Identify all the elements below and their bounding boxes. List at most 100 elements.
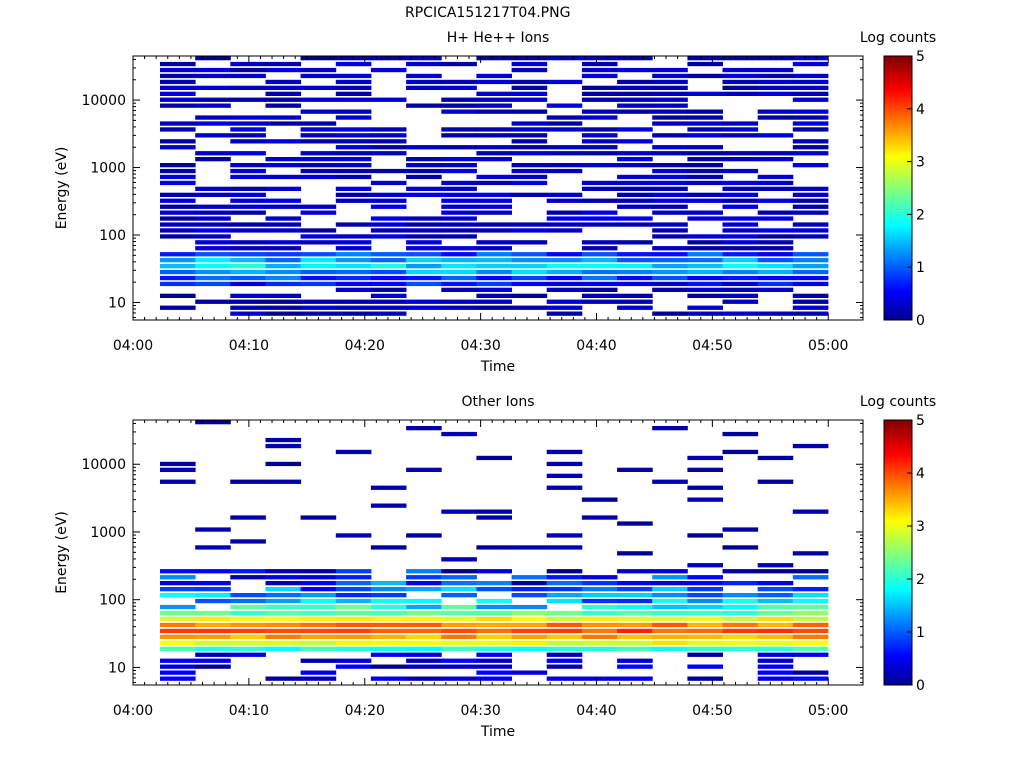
heatmap-cell — [722, 264, 759, 269]
heatmap-cell — [722, 67, 759, 73]
heatmap-cell — [652, 234, 688, 239]
heatmap-cell — [652, 640, 688, 645]
heatmap-cell — [687, 275, 723, 281]
heatmap-cell — [757, 180, 794, 186]
heatmap-cell — [546, 103, 583, 108]
heatmap-cell — [722, 258, 759, 263]
heatmap-cell — [687, 485, 723, 490]
heatmap-cell — [335, 246, 372, 251]
heatmap-cell — [687, 115, 723, 120]
heatmap-cell — [546, 616, 583, 622]
heatmap-cell — [722, 610, 759, 616]
heatmap-cell — [476, 180, 512, 186]
heatmap-cell — [687, 455, 723, 461]
heatmap-cell — [370, 305, 407, 310]
heatmap-cell — [476, 610, 512, 616]
heatmap-cell — [757, 151, 794, 156]
x-tick-label: 04:00 — [113, 338, 153, 354]
heatmap-cell — [476, 109, 512, 114]
heatmap-cell — [792, 443, 829, 449]
heatmap-cell — [441, 109, 477, 114]
heatmap-cell — [687, 598, 723, 604]
heatmap-cell — [441, 97, 477, 102]
heatmap-cell — [230, 515, 266, 520]
heatmap-cell — [476, 545, 512, 550]
heatmap-cell — [511, 192, 548, 197]
heatmap-cell — [160, 587, 196, 592]
heatmap-cell — [300, 622, 337, 628]
heatmap-cell — [511, 604, 548, 610]
heatmap-cell — [652, 109, 688, 114]
panel-other-ions: Other Ions 04:00 04:10 04:20 04:30 04:40 04:50… — [54, 394, 936, 740]
heatmap-cell — [335, 252, 372, 257]
heatmap-cell — [300, 228, 337, 233]
heatmap-cell — [757, 569, 794, 574]
heatmap-cell — [230, 593, 266, 598]
heatmap-cell — [511, 180, 548, 186]
heatmap-cell — [406, 240, 442, 245]
heatmap-cell — [511, 79, 548, 85]
heatmap-cell — [441, 79, 477, 85]
x-tick-label: 04:20 — [345, 703, 385, 719]
heatmap-cell — [617, 67, 653, 73]
heatmap-cell — [546, 299, 583, 304]
heatmap-cell — [617, 97, 653, 102]
heatmap-cell — [617, 281, 653, 287]
heatmap-cell — [792, 610, 829, 616]
heatmap-cell — [406, 587, 442, 592]
heatmap-cell — [652, 598, 688, 604]
heatmap-cell — [230, 133, 266, 138]
heatmap-cell — [511, 109, 548, 114]
heatmap-cell — [370, 299, 407, 304]
heatmap-cell — [300, 67, 337, 73]
heatmap-cell — [757, 73, 794, 79]
heatmap-cell — [160, 97, 196, 102]
heatmap-cell — [441, 299, 477, 304]
heatmap-cell — [792, 163, 829, 168]
heatmap-cell — [652, 222, 688, 227]
heatmap-cell — [511, 139, 548, 144]
heatmap-cell — [546, 640, 583, 645]
x-tick-label: 04:10 — [229, 703, 269, 719]
heatmap-cell — [370, 145, 407, 150]
heatmap-cell — [652, 593, 688, 598]
heatmap-cell — [441, 622, 477, 628]
heatmap-cell — [546, 222, 583, 227]
colorbar-tick-label: 3 — [916, 155, 925, 171]
heatmap-cell — [687, 563, 723, 568]
heatmap-cell — [370, 228, 407, 233]
heatmap-cell — [230, 604, 266, 610]
heatmap-cell — [617, 127, 653, 132]
heatmap-cell — [511, 581, 548, 586]
heatmap-cell — [265, 85, 302, 90]
heatmap-cell — [722, 151, 759, 156]
heatmap-cell — [476, 174, 512, 180]
colorbar-tick-label: 1 — [916, 625, 925, 641]
heatmap-cell — [617, 109, 653, 114]
heatmap-cell — [370, 604, 407, 610]
heatmap-cell — [335, 186, 372, 191]
heatmap-cell — [757, 56, 794, 61]
heatmap-cell — [722, 186, 759, 191]
heatmap-cell — [300, 616, 337, 622]
heatmap-cell — [511, 121, 548, 126]
colorbar-tick-label: 4 — [916, 466, 925, 482]
heatmap-cell — [441, 593, 477, 598]
heatmap-cell — [230, 281, 266, 287]
y-tick-label: 1000 — [90, 525, 126, 541]
heatmap-cell — [722, 299, 759, 304]
heatmap-cell — [300, 258, 337, 263]
heatmap-cell — [546, 545, 583, 550]
heatmap-cell — [406, 186, 442, 191]
heatmap-cell — [160, 461, 196, 467]
heatmap-cell — [300, 97, 337, 102]
heatmap-cell — [265, 198, 302, 203]
heatmap-cell — [265, 628, 302, 634]
heatmap-cell — [581, 139, 618, 144]
heatmap-cell — [581, 264, 618, 269]
heatmap-cell — [300, 646, 337, 651]
heatmap-cell — [265, 443, 302, 449]
heatmap-cell — [476, 204, 512, 209]
colorbar — [883, 55, 913, 321]
heatmap-cell — [617, 264, 653, 269]
